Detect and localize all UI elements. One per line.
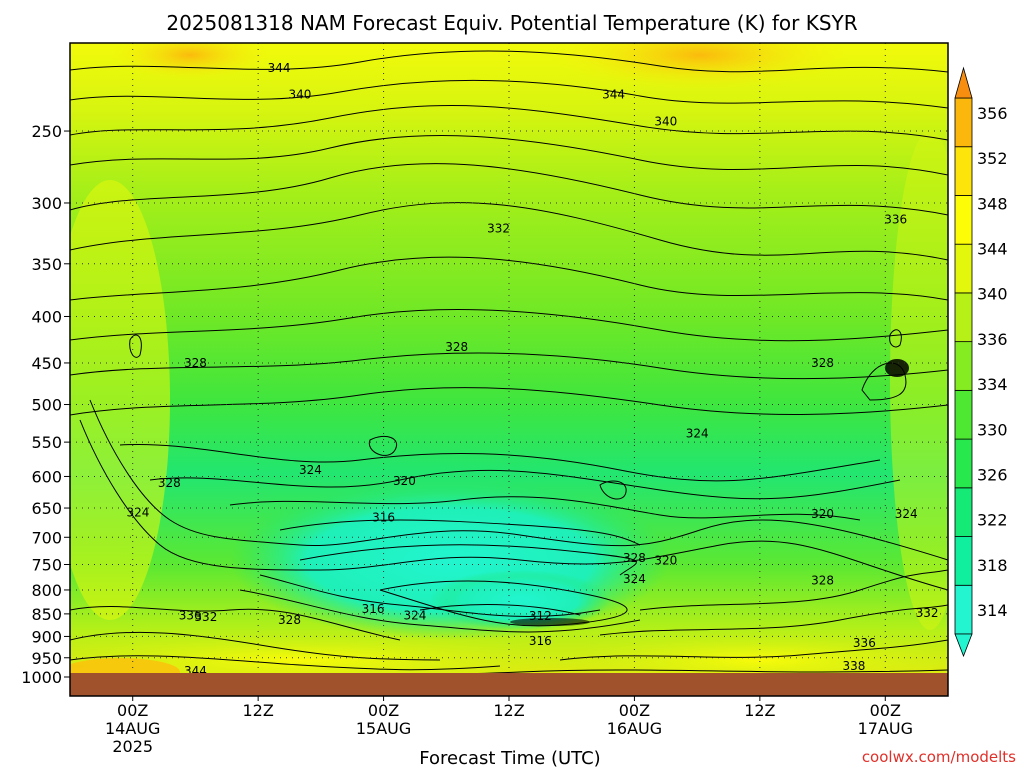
y-tick-label: 650 xyxy=(31,499,62,518)
x-tick-label: 00Z xyxy=(619,701,650,720)
contour-label: 332 xyxy=(487,221,510,235)
credit-text: coolwx.com/modelts xyxy=(862,748,1016,766)
contour-label: 338 xyxy=(842,659,865,673)
colorbar-segment xyxy=(954,341,973,391)
colorbar-tick-label: 314 xyxy=(977,601,1008,620)
y-tick-label: 950 xyxy=(31,649,62,668)
colorbar-segment xyxy=(954,487,973,537)
colorbar: 356 352 348 344 340 336 334 330 326 322 318 314 xyxy=(954,66,1008,658)
time-gridlines xyxy=(132,43,886,696)
left-warm-edge xyxy=(70,180,170,620)
contour-label: 328 xyxy=(158,476,181,490)
contour-label: 332 xyxy=(194,610,217,624)
y-tick-label: 1000 xyxy=(21,668,62,687)
colorbar-extend-bottom xyxy=(954,633,973,658)
upper-warm-core xyxy=(550,43,850,90)
x-tick-label: 2025 xyxy=(112,737,153,756)
contour-label: 344 xyxy=(268,61,291,75)
colorbar-tick-label: 326 xyxy=(977,465,1008,484)
x-tick-label: 14AUG xyxy=(105,719,160,738)
y-tick-label: 400 xyxy=(31,307,62,326)
y-tick-label: 600 xyxy=(31,467,62,486)
colorbar-extend-top xyxy=(954,66,973,99)
contour-label: 324 xyxy=(686,426,709,440)
chart-title: 2025081318 NAM Forecast Equiv. Potential… xyxy=(166,11,857,35)
y-tick-label: 800 xyxy=(31,581,62,600)
contour-label: 328 xyxy=(623,551,646,565)
right-warm-edge xyxy=(890,130,948,630)
colorbar-tick-label: 344 xyxy=(977,240,1008,259)
x-tick-label: 12Z xyxy=(744,701,775,720)
y-tick-label: 700 xyxy=(31,528,62,547)
y-tick-label: 850 xyxy=(31,605,62,624)
x-tick-label: 17AUG xyxy=(858,719,913,738)
contour-label: 324 xyxy=(403,608,426,622)
colorbar-tick-label: 356 xyxy=(977,104,1008,123)
surface-ground xyxy=(70,673,948,696)
contour-label: 320 xyxy=(654,553,677,567)
contour-label: 328 xyxy=(184,356,207,370)
colorbar-segment xyxy=(954,536,973,586)
contour-lines xyxy=(70,50,948,677)
y-tick-label: 450 xyxy=(31,354,62,373)
contour-label: 328 xyxy=(811,356,834,370)
contour-label: 336 xyxy=(884,213,907,227)
contour-label: 312 xyxy=(529,609,552,623)
colorbar-segment xyxy=(954,243,973,294)
contour-label: 332 xyxy=(916,606,939,620)
colorbar-segment xyxy=(954,438,973,489)
contour-label: 328 xyxy=(278,613,301,627)
x-tick-label: 16AUG xyxy=(607,719,662,738)
contour-label: 340 xyxy=(288,88,311,102)
contour-label: 324 xyxy=(299,463,322,477)
contour-label: 336 xyxy=(179,608,202,622)
y-tick-label: 500 xyxy=(31,396,62,415)
y-axis: 250 300 350 400 450 500 550 600 650 700 750 800 850 9… xyxy=(21,122,70,687)
x-tick-label: 15AUG xyxy=(356,719,411,738)
colorbar-tick-label: 330 xyxy=(977,420,1008,439)
y-tick-label: 900 xyxy=(31,627,62,646)
contour-label: 324 xyxy=(895,507,918,521)
contour-label: 336 xyxy=(853,636,876,650)
contour-label: 328 xyxy=(811,573,834,587)
colorbar-tick-label: 348 xyxy=(977,194,1008,213)
colorbar-tick-label: 318 xyxy=(977,556,1008,575)
upper-left-warm-core xyxy=(110,43,270,80)
colorbar-tick-label: 352 xyxy=(977,149,1008,168)
x-tick-label: 12Z xyxy=(242,701,273,720)
colorbar-tick-label: 334 xyxy=(977,375,1008,394)
contour-label: 324 xyxy=(126,505,149,519)
contour-label: 340 xyxy=(654,114,677,128)
y-tick-label: 250 xyxy=(31,122,62,141)
colorbar-segment xyxy=(954,97,973,148)
colorbar-segment xyxy=(954,292,973,343)
x-tick-label: 00Z xyxy=(368,701,399,720)
contour-label: 344 xyxy=(602,88,625,102)
y-tick-label: 350 xyxy=(31,255,62,274)
contour-label: 320 xyxy=(811,507,834,521)
x-axis-label: Forecast Time (UTC) xyxy=(419,748,600,768)
contour-label: 324 xyxy=(623,572,646,586)
colorbar-segment xyxy=(954,584,973,635)
contour-label: 328 xyxy=(445,340,468,354)
y-tick-label: 550 xyxy=(31,433,62,452)
colorbar-tick-label: 340 xyxy=(977,285,1008,304)
x-tick-label: 00Z xyxy=(870,701,901,720)
contour-label: 316 xyxy=(362,602,385,616)
colorbar-segment xyxy=(954,146,973,196)
contour-label: 320 xyxy=(393,474,416,488)
contour-label: 316 xyxy=(529,634,552,648)
y-tick-label: 300 xyxy=(31,194,62,213)
x-tick-label: 12Z xyxy=(493,701,524,720)
colorbar-tick-label: 336 xyxy=(977,330,1008,349)
colorbar-tick-label: 322 xyxy=(977,511,1008,530)
colorbar-segment xyxy=(954,195,973,245)
colorbar-segment xyxy=(954,389,973,440)
x-tick-label: 00Z xyxy=(117,701,148,720)
tight-gradient-marks xyxy=(510,359,909,626)
y-tick-label: 750 xyxy=(31,555,62,574)
